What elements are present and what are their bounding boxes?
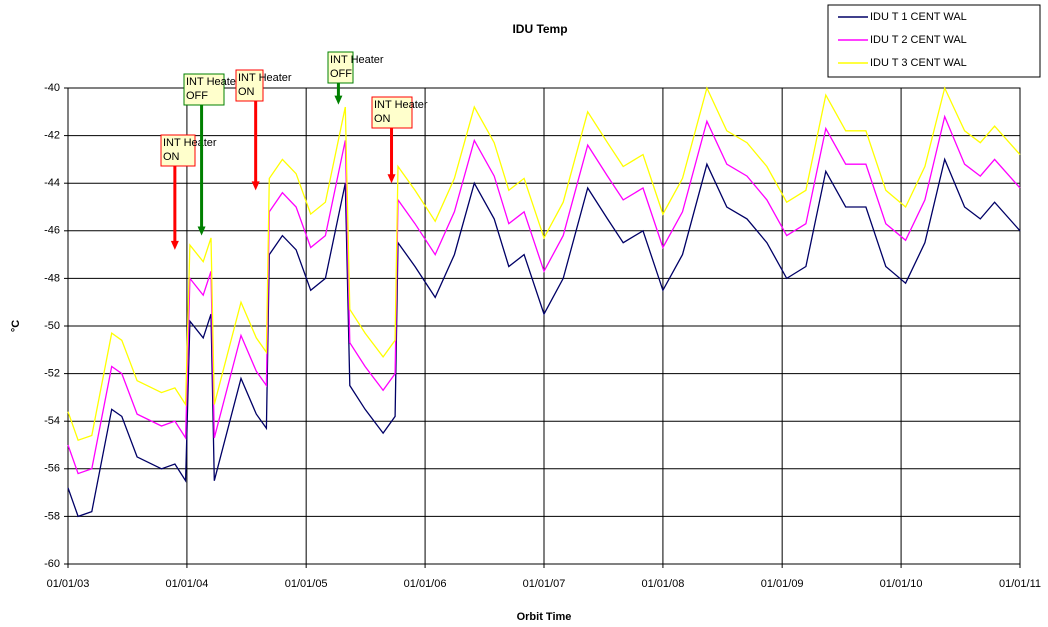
annotation-arrowhead — [334, 95, 343, 105]
y-tick-label: -42 — [44, 130, 60, 142]
annotation-box — [327, 51, 354, 84]
x-tick-label: 01/01/04 — [166, 578, 209, 590]
plot-border — [67, 87, 1021, 565]
annotation-arrowhead — [251, 181, 260, 191]
series-line — [67, 86, 1021, 442]
annotation-state: OFF — [330, 68, 352, 80]
annotation-text: INT Heater — [238, 72, 292, 84]
annotation-text: INT Heater — [374, 99, 428, 111]
y-tick-label: -60 — [44, 558, 60, 570]
y-tick-label: -56 — [44, 463, 60, 475]
annotation-text: INT Heater — [186, 76, 240, 88]
annotation-state: ON — [238, 86, 255, 98]
x-axis-label: Orbit Time — [517, 611, 572, 623]
x-tick-label: 01/01/07 — [523, 578, 566, 590]
x-tick-label: 01/01/05 — [285, 578, 328, 590]
annotation-box — [235, 69, 264, 102]
annotation-arrowhead — [170, 240, 179, 250]
x-tick-label: 01/01/09 — [761, 578, 804, 590]
x-tick-label: 01/01/11 — [999, 578, 1041, 590]
y-tick-label: -48 — [44, 272, 60, 284]
legend-label: IDU T 1 CENT WAL — [870, 11, 967, 23]
y-tick-label: -44 — [44, 177, 60, 189]
series-line — [67, 114, 1021, 475]
y-tick-label: -54 — [44, 415, 60, 427]
y-tick-label: -40 — [44, 82, 60, 94]
x-tick-label: 01/01/06 — [404, 578, 447, 590]
y-tick-label: -50 — [44, 320, 60, 332]
legend-label: IDU T 3 CENT WAL — [870, 57, 967, 69]
annotation-arrowhead — [197, 226, 206, 236]
y-tick-label: -52 — [44, 368, 60, 380]
annotation-box — [160, 134, 196, 167]
annotation-text: INT Heater — [330, 54, 384, 66]
series-line — [67, 157, 1021, 518]
annotation-box — [183, 73, 225, 106]
x-tick-label: 01/01/03 — [47, 578, 90, 590]
annotation-state: ON — [374, 113, 391, 125]
legend-label: IDU T 2 CENT WAL — [870, 34, 967, 46]
y-tick-label: -46 — [44, 225, 60, 237]
annotation-text: INT Heater — [163, 137, 217, 149]
y-tick-label: -58 — [44, 510, 60, 522]
y-axis-label: °C — [10, 320, 22, 332]
annotation-arrowhead — [387, 174, 396, 184]
x-tick-label: 01/01/10 — [880, 578, 923, 590]
x-tick-label: 01/01/08 — [642, 578, 685, 590]
chart-title: IDU Temp — [512, 22, 567, 36]
annotation-state: ON — [163, 151, 180, 163]
annotation-state: OFF — [186, 90, 208, 102]
